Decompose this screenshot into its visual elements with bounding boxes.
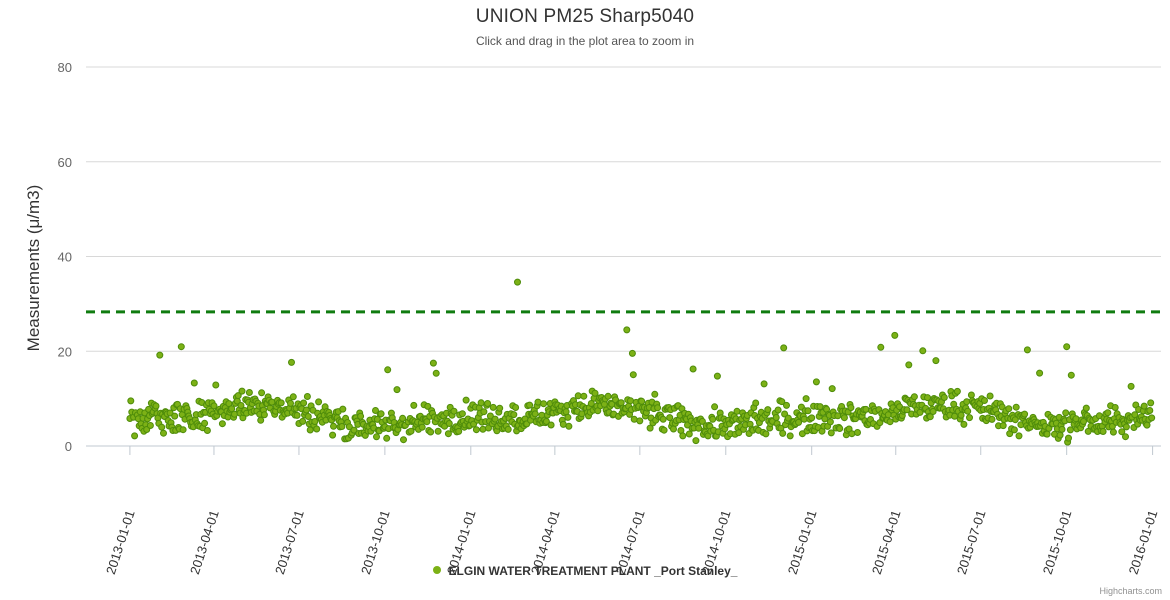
y-axis-tick-labels: 0 20 40 60 80 xyxy=(58,60,72,454)
svg-text:0: 0 xyxy=(65,439,72,454)
legend-marker-icon xyxy=(432,565,441,574)
highcharts-credits[interactable]: Highcharts.com xyxy=(1099,586,1162,596)
chart-subtitle: Click and drag in the plot area to zoom … xyxy=(475,34,695,48)
svg-text:80: 80 xyxy=(58,60,72,75)
y-gridlines xyxy=(86,66,1161,447)
svg-text:60: 60 xyxy=(58,155,72,170)
svg-text:20: 20 xyxy=(58,344,72,359)
chart-legend: ELGIN WATER TREATMENT PLANT _Port Stanle… xyxy=(0,563,1170,578)
legend-item-series-0[interactable]: ELGIN WATER TREATMENT PLANT _Port Stanle… xyxy=(432,563,738,578)
scatter-points xyxy=(126,278,1156,446)
x-axis-ticks xyxy=(129,446,1154,455)
svg-text:40: 40 xyxy=(58,250,72,265)
chart-title: UNION PM25 Sharp5040 xyxy=(475,6,695,27)
legend-item-label: ELGIN WATER TREATMENT PLANT _Port Stanle… xyxy=(448,563,738,578)
